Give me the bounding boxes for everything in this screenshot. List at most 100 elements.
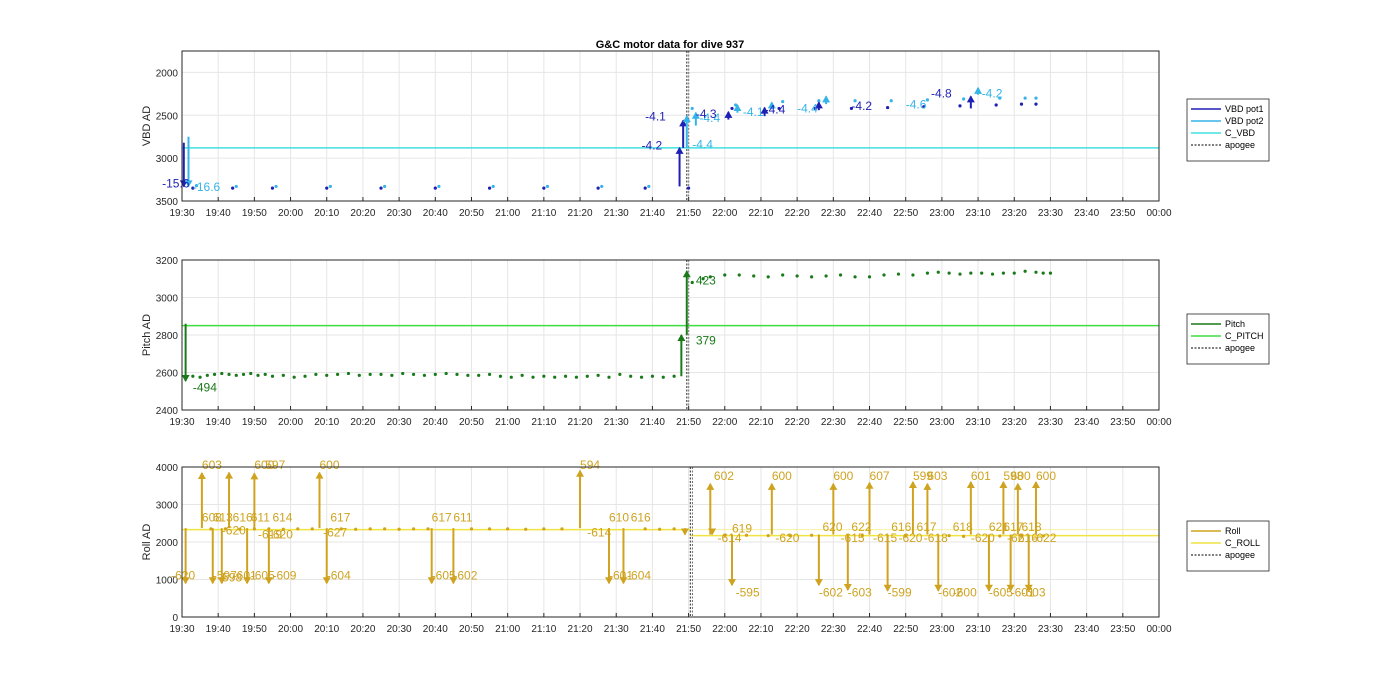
pitch-point bbox=[205, 373, 209, 377]
x-tick-label: 22:50 bbox=[893, 417, 918, 428]
vbd-pot1-point bbox=[325, 186, 329, 190]
pitch-point bbox=[708, 275, 712, 279]
x-tick-label: 23:00 bbox=[929, 624, 954, 635]
data-label: -600 bbox=[953, 585, 977, 599]
roll-point bbox=[354, 527, 358, 531]
x-tick-label: 20:10 bbox=[314, 417, 339, 428]
arrow-head bbox=[322, 577, 331, 585]
arrow-head bbox=[728, 579, 737, 587]
pitch-point bbox=[191, 374, 195, 378]
x-tick-label: 22:30 bbox=[821, 417, 846, 428]
data-label: 600 bbox=[320, 458, 340, 472]
pitch-point bbox=[737, 273, 741, 277]
roll-point bbox=[426, 527, 430, 531]
x-tick-label: 19:40 bbox=[206, 417, 231, 428]
x-tick-label: 23:50 bbox=[1110, 208, 1135, 219]
data-label: 616 bbox=[891, 520, 911, 534]
data-label: 608 bbox=[202, 510, 222, 524]
data-label: 617 bbox=[917, 520, 937, 534]
data-label: -601 bbox=[233, 569, 257, 583]
legend-label: apogee bbox=[1225, 343, 1255, 353]
vbd-pot1-point bbox=[730, 106, 734, 111]
x-tick-label: 22:40 bbox=[857, 624, 882, 635]
pitch-point bbox=[390, 373, 394, 377]
roll-point bbox=[672, 527, 676, 531]
pitch-point bbox=[487, 372, 492, 376]
x-tick-label: 20:50 bbox=[459, 208, 484, 219]
x-tick-label: 20:30 bbox=[387, 417, 412, 428]
pitch-point bbox=[227, 372, 231, 376]
vbd-pot1-point bbox=[1034, 102, 1038, 106]
pitch-point bbox=[466, 373, 470, 377]
pitch-point bbox=[455, 372, 459, 376]
x-tick-label: 20:00 bbox=[278, 624, 303, 635]
roll-point bbox=[542, 527, 546, 531]
data-label: -494 bbox=[193, 380, 217, 394]
roll-point bbox=[766, 534, 770, 538]
arrow-head bbox=[315, 471, 324, 479]
pitch-point bbox=[650, 374, 655, 378]
x-tick-label: 23:00 bbox=[929, 417, 954, 428]
plot-area bbox=[182, 51, 1159, 201]
pitch-point bbox=[838, 273, 843, 277]
data-label: -4.1 bbox=[743, 105, 764, 119]
arrow-head bbox=[883, 584, 892, 592]
x-tick-label: 20:50 bbox=[459, 624, 484, 635]
pitch-point bbox=[411, 372, 416, 376]
x-tick-label: 21:40 bbox=[640, 417, 665, 428]
roll-point bbox=[524, 527, 528, 531]
data-label: 601 bbox=[971, 469, 991, 483]
vbd-pot2-point bbox=[328, 184, 332, 189]
x-tick-label: 20:00 bbox=[278, 208, 303, 219]
data-label: -618 bbox=[924, 531, 948, 545]
pitch-point bbox=[553, 375, 557, 379]
data-label: -16.6 bbox=[193, 180, 221, 194]
data-label: 600 bbox=[1011, 469, 1031, 483]
x-tick-label: 22:10 bbox=[748, 624, 773, 635]
data-label: 618 bbox=[953, 520, 973, 534]
x-tick-label: 23:50 bbox=[1110, 417, 1135, 428]
pitch-point bbox=[882, 273, 886, 277]
pitch-point bbox=[766, 275, 770, 279]
x-tick-label: 21:30 bbox=[604, 417, 629, 428]
roll-point bbox=[209, 527, 213, 531]
data-label: -614 bbox=[718, 531, 742, 545]
data-label: -4.2 bbox=[642, 139, 663, 153]
pitch-point bbox=[256, 373, 260, 377]
data-label: -601 bbox=[609, 569, 633, 583]
data-label: 600 bbox=[833, 469, 853, 483]
arrow-head bbox=[843, 584, 852, 591]
pitch-point bbox=[690, 280, 694, 285]
y-tick-label: 0 bbox=[172, 613, 178, 624]
x-tick-label: 20:00 bbox=[278, 417, 303, 428]
pitch-point bbox=[795, 274, 799, 278]
y-tick-label: 2500 bbox=[156, 111, 179, 122]
x-tick-label: 22:00 bbox=[712, 417, 737, 428]
y-axis-label: Pitch AD bbox=[141, 314, 153, 356]
pitch-point bbox=[542, 374, 546, 378]
roll-point bbox=[788, 534, 792, 538]
arrow-head bbox=[829, 482, 838, 490]
y-tick-label: 2800 bbox=[156, 331, 179, 342]
pitch-point bbox=[574, 375, 579, 379]
y-tick-label: 3000 bbox=[156, 501, 179, 512]
x-tick-label: 22:00 bbox=[712, 624, 737, 635]
x-tick-label: 20:40 bbox=[423, 208, 448, 219]
x-tick-label: 23:10 bbox=[966, 624, 991, 635]
arrow-head bbox=[984, 584, 993, 592]
x-tick-label: 23:40 bbox=[1074, 208, 1099, 219]
data-label: -615 bbox=[841, 531, 865, 545]
x-tick-label: 21:50 bbox=[676, 208, 701, 219]
legend-label: Roll bbox=[1225, 526, 1241, 536]
pitch-point bbox=[629, 374, 633, 378]
x-tick-label: 21:40 bbox=[640, 624, 665, 635]
x-tick-label: 22:30 bbox=[821, 208, 846, 219]
arrow-head bbox=[181, 577, 190, 585]
arrow-head bbox=[225, 471, 234, 479]
data-label: -605 bbox=[989, 585, 1013, 599]
x-tick-label: 22:50 bbox=[893, 624, 918, 635]
vbd-pot2-point bbox=[781, 99, 785, 104]
data-label: -597 bbox=[213, 569, 237, 583]
pitch-point bbox=[867, 275, 872, 279]
vbd-pot1-point bbox=[1019, 102, 1024, 106]
